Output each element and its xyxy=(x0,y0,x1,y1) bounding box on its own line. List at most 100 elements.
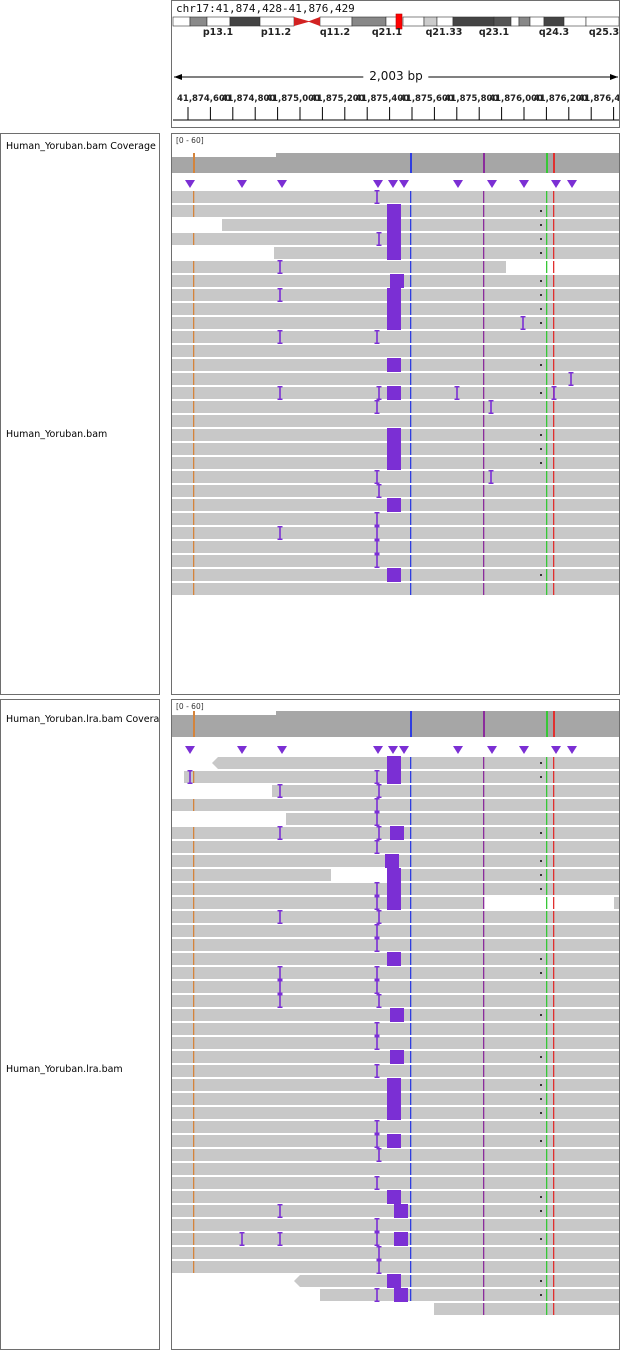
insertion-cap xyxy=(277,784,283,786)
insertion-cap xyxy=(376,910,382,912)
track-name-coverage2[interactable]: Human_Yoruban.lra.bam Coverage xyxy=(6,714,160,725)
insertion xyxy=(376,540,378,554)
ruler-tick-label: 41,876,4 xyxy=(578,94,620,104)
track-name-coverage1[interactable]: Human_Yoruban.bam Coverage xyxy=(6,141,156,152)
mismatch xyxy=(546,499,548,511)
mismatch xyxy=(410,289,412,301)
read xyxy=(172,897,484,909)
ideogram-ruler[interactable] xyxy=(172,1,620,128)
mismatch xyxy=(483,219,485,231)
insertion-block xyxy=(387,568,401,582)
insertion xyxy=(376,812,378,826)
read xyxy=(172,401,619,413)
mismatch xyxy=(546,925,548,937)
mismatch xyxy=(193,471,195,483)
mismatch xyxy=(410,219,412,231)
read xyxy=(172,1261,619,1273)
ruler-tick-label: 41,875,200 xyxy=(310,94,365,104)
mismatch xyxy=(553,1009,555,1021)
deletion-dot xyxy=(540,1280,542,1282)
insertion-cap xyxy=(374,1048,380,1050)
mismatch xyxy=(193,1177,195,1189)
mismatch xyxy=(553,513,555,525)
mismatch xyxy=(553,1177,555,1189)
mismatch xyxy=(410,527,412,539)
coverage2-name-panel[interactable]: Human_Yoruban.lra.bam Coverage Human_Yor… xyxy=(0,699,160,1350)
insertion-cap xyxy=(374,342,380,344)
coverage-bar xyxy=(276,153,619,173)
ruler-tick-label: 41,874,600 xyxy=(177,94,231,104)
insertion-cap xyxy=(376,1006,382,1008)
cytoband-label: q11.2 xyxy=(319,27,351,38)
mismatch xyxy=(410,911,412,923)
centromere-right xyxy=(308,17,320,26)
mismatch xyxy=(193,1051,195,1063)
mismatch xyxy=(546,1009,548,1021)
mismatch xyxy=(546,415,548,427)
mismatch xyxy=(546,1163,548,1175)
track-name-align1[interactable]: Human_Yoruban.bam xyxy=(6,429,108,440)
track1-panel[interactable]: [0 - 60] xyxy=(171,133,620,695)
mismatch xyxy=(483,841,485,853)
mismatch xyxy=(410,331,412,343)
mismatch xyxy=(410,401,412,413)
reads xyxy=(172,756,619,1315)
ruler-tick-label: 41,876,000 xyxy=(489,94,543,104)
mismatch xyxy=(553,275,555,287)
insertion-markers xyxy=(185,180,577,188)
mismatch xyxy=(546,785,548,797)
mismatch xyxy=(553,967,555,979)
insertion-cap xyxy=(277,978,283,980)
insertion-block xyxy=(387,770,401,784)
insertion xyxy=(279,260,281,274)
mismatch xyxy=(553,345,555,357)
mismatch xyxy=(546,981,548,993)
mismatch xyxy=(483,1191,485,1203)
deletion-dot xyxy=(540,392,542,394)
alignment-track-2[interactable] xyxy=(172,700,620,1350)
insertion xyxy=(376,1036,378,1050)
mismatch xyxy=(553,1149,555,1161)
mismatch xyxy=(193,939,195,951)
coverage1-name-panel[interactable]: Human_Yoruban.bam Coverage Human_Yoruban… xyxy=(0,133,160,695)
mismatch xyxy=(483,1149,485,1161)
insertion xyxy=(279,784,281,798)
mismatch xyxy=(410,1121,412,1133)
mismatch xyxy=(410,485,412,497)
mismatch xyxy=(553,485,555,497)
insertion-marker-icon xyxy=(487,746,497,754)
mismatch xyxy=(483,1023,485,1035)
track2-panel[interactable]: [0 - 60] xyxy=(171,699,620,1350)
read xyxy=(172,799,619,811)
insertion-block xyxy=(394,1232,408,1246)
locus-readout[interactable]: chr17:41,874,428-41,876,429 xyxy=(176,2,355,15)
read xyxy=(172,925,619,937)
insertion-cap xyxy=(374,540,380,542)
insertion xyxy=(376,190,378,204)
track-name-align2[interactable]: Human_Yoruban.lra.bam xyxy=(6,1064,123,1075)
alignment-track-1[interactable] xyxy=(172,134,620,695)
deletion-dot xyxy=(540,448,542,450)
cytoband xyxy=(172,16,191,27)
insertion-cap xyxy=(374,470,380,472)
mismatch xyxy=(483,1051,485,1063)
mismatch xyxy=(546,1219,548,1231)
read xyxy=(218,757,619,769)
mismatch xyxy=(410,1247,412,1259)
insertion-cap xyxy=(551,398,557,400)
cytoband xyxy=(563,16,587,27)
ruler-tick-label: 41,875,600 xyxy=(400,94,454,104)
read xyxy=(172,555,619,567)
mismatch xyxy=(483,471,485,483)
insertion-marker-icon xyxy=(185,746,195,754)
mismatch xyxy=(546,527,548,539)
ruler-tick-label: 41,876,200 xyxy=(533,94,588,104)
mismatch xyxy=(546,429,548,441)
insertion-cap xyxy=(277,838,283,840)
insertion xyxy=(378,484,380,498)
insertion xyxy=(376,798,378,812)
insertion-cap xyxy=(376,796,382,798)
insertion-cap xyxy=(277,1232,283,1234)
mismatch xyxy=(553,1065,555,1077)
insertion xyxy=(376,400,378,414)
